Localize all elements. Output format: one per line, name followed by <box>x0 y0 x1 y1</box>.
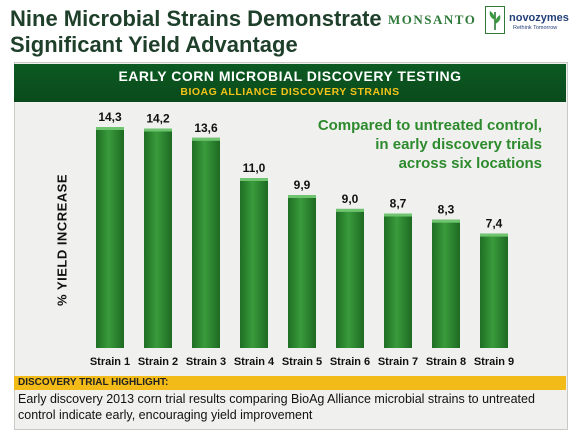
novozymes-logo: novozymes <box>509 12 569 24</box>
data-label-9: 7,4 <box>486 217 503 231</box>
category-label-2: Strain 2 <box>138 356 178 368</box>
category-label-5: Strain 5 <box>282 356 322 368</box>
bar-2 <box>144 128 172 348</box>
novozymes-plant-logo-icon <box>485 6 505 34</box>
category-label-6: Strain 6 <box>330 356 370 368</box>
title-line-2: Significant Yield Advantage <box>10 32 298 57</box>
chart-banner: EARLY CORN MICROBIAL DISCOVERY TESTING B… <box>14 64 566 102</box>
bar-9 <box>480 233 508 348</box>
bar-top-highlight-6 <box>336 208 364 212</box>
page-title: Nine Microbial Strains Demonstrate Signi… <box>10 6 390 58</box>
chart-title: EARLY CORN MICROBIAL DISCOVERY TESTING <box>118 68 462 84</box>
bar-6 <box>336 208 364 348</box>
category-label-8: Strain 8 <box>426 356 466 368</box>
data-label-4: 11,0 <box>243 161 266 175</box>
bar-8 <box>432 219 460 348</box>
bar-top-highlight-7 <box>384 213 412 217</box>
bar-top-highlight-3 <box>192 137 220 141</box>
category-label-9: Strain 9 <box>474 356 514 368</box>
bar-top-highlight-9 <box>480 233 508 237</box>
category-label-1: Strain 1 <box>90 356 130 368</box>
bar-5 <box>288 195 316 348</box>
chart-subtitle: BIOAG ALLIANCE DISCOVERY STRAINS <box>180 86 400 98</box>
bar-3 <box>192 137 220 348</box>
category-label-4: Strain 4 <box>234 356 275 368</box>
bar-7 <box>384 213 412 348</box>
category-label-3: Strain 3 <box>186 356 226 368</box>
bar-1 <box>96 127 124 348</box>
annotation-line-2: in early discovery trials <box>375 136 542 153</box>
data-label-5: 9,9 <box>294 178 311 192</box>
category-label-7: Strain 7 <box>378 356 418 368</box>
highlight-text: Early discovery 2013 corn trial results … <box>18 392 535 422</box>
novozymes-tagline: Rethink Tomorrow <box>513 25 558 31</box>
data-label-3: 13,6 <box>194 121 218 135</box>
monsanto-logo: MONSANTO <box>388 12 477 27</box>
bar-top-highlight-4 <box>240 178 268 181</box>
highlight-band: DISCOVERY TRIAL HIGHLIGHT: <box>14 376 566 390</box>
chart-annotation: Compared to untreated control, in early … <box>280 116 542 173</box>
data-label-1: 14,3 <box>98 110 122 124</box>
bar-top-highlight-1 <box>96 127 124 130</box>
data-label-7: 8,7 <box>390 197 407 211</box>
data-label-8: 8,3 <box>438 203 455 217</box>
bar-top-highlight-2 <box>144 128 172 132</box>
bar-4 <box>240 178 268 348</box>
data-label-2: 14,2 <box>146 112 170 126</box>
data-label-6: 9,0 <box>342 192 359 206</box>
annotation-line-3: across six locations <box>398 155 542 172</box>
highlight-label: DISCOVERY TRIAL HIGHLIGHT: <box>18 377 169 388</box>
bar-top-highlight-5 <box>288 195 316 198</box>
annotation-line-1: Compared to untreated control, <box>317 117 542 134</box>
title-line-1: Nine Microbial Strains Demonstrate <box>10 6 382 31</box>
bar-top-highlight-8 <box>432 219 460 223</box>
